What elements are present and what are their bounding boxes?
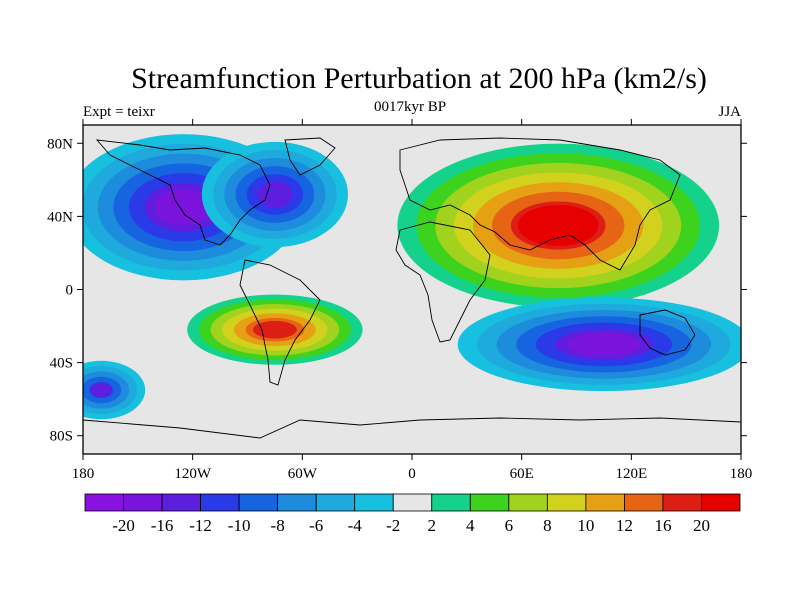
contour-core xyxy=(256,181,294,208)
coast-south-america xyxy=(239,259,321,386)
x-tick-label: 180 xyxy=(730,466,753,482)
field-feature-high xyxy=(397,143,720,308)
contour-core xyxy=(252,320,297,339)
x-tick-label: 180 xyxy=(72,466,95,482)
colorbar-swatch xyxy=(123,493,163,512)
y-tick-label: 80N xyxy=(47,136,73,152)
colorbar-swatch xyxy=(315,493,356,512)
colorbar-swatch xyxy=(200,493,240,512)
field-feature-high xyxy=(187,294,363,365)
colorbar-swatch xyxy=(354,493,394,512)
colorbar-label: 20 xyxy=(693,516,710,535)
colorbar-swatch xyxy=(469,493,510,512)
x-tick-label: 60E xyxy=(510,466,534,482)
colorbar-label: -8 xyxy=(271,516,285,535)
colorbar-label: 6 xyxy=(505,516,514,535)
colorbar-label: 12 xyxy=(616,516,633,535)
y-tick-label: 80S xyxy=(50,429,73,445)
coastlines xyxy=(83,137,741,439)
colorbar-swatch xyxy=(161,493,201,512)
colorbar-label: -20 xyxy=(112,516,135,535)
colorbar-label: -16 xyxy=(151,516,174,535)
x-tick-label: 120W xyxy=(174,466,212,482)
contour-core xyxy=(90,382,113,398)
contour-core xyxy=(518,205,599,246)
contour-core xyxy=(567,332,641,357)
field-feature-low xyxy=(83,360,146,420)
colorbar-label: 16 xyxy=(654,516,671,535)
coast-north-america xyxy=(95,139,271,246)
colorbar-label: -10 xyxy=(228,516,251,535)
colorbar-label: 10 xyxy=(577,516,594,535)
colorbar-swatch xyxy=(84,493,124,512)
field-feature-low xyxy=(457,297,741,392)
chart-title: Streamfunction Perturbation at 200 hPa (… xyxy=(131,62,707,95)
y-tick-label: 40N xyxy=(47,209,73,225)
x-tick-label: 60W xyxy=(288,466,318,482)
colorbar-swatch xyxy=(238,493,279,512)
coast-africa xyxy=(395,221,491,343)
y-tick-label: 40S xyxy=(50,356,73,372)
colorbar-swatch xyxy=(392,493,433,512)
colorbar-label: -12 xyxy=(189,516,212,535)
x-tick-label: 0 xyxy=(408,466,416,482)
y-tick-label: 0 xyxy=(66,283,74,299)
colorbar-swatch xyxy=(585,493,625,512)
map-plot xyxy=(82,124,742,455)
coast-antarctica xyxy=(83,417,741,439)
center-string: 0017kyr BP xyxy=(374,99,446,115)
x-tick-label: 120E xyxy=(615,466,647,482)
streamfunction-field xyxy=(83,125,741,454)
colorbar-swatch xyxy=(277,493,317,512)
colorbar-label: 8 xyxy=(543,516,552,535)
coast-greenland xyxy=(284,137,336,176)
contour-core xyxy=(154,188,213,226)
colorbar-swatch xyxy=(624,493,664,512)
colorbar-swatch xyxy=(701,493,741,512)
coast-australia xyxy=(639,309,696,356)
colorbar-swatch xyxy=(431,493,471,512)
colorbar-label: -4 xyxy=(348,516,363,535)
map-axes: 180 120W 60W 0 60E 120E 180 80N 40N 0 40S 80S xyxy=(47,119,752,482)
left-string: Expt = teixr xyxy=(83,104,155,120)
field-feature-low xyxy=(201,141,349,248)
colorbar-swatch xyxy=(508,493,548,512)
colorbar-label: -2 xyxy=(386,516,400,535)
colorbar-swatch xyxy=(662,493,702,512)
colorbar-swatch xyxy=(546,493,587,512)
colorbar-label: 2 xyxy=(428,516,437,535)
colorbar: -20 -16 -12 -10 -8 -6 -4 -2 2 4 6 8 10 12 16 20 xyxy=(84,493,741,535)
colorbar-label: 4 xyxy=(466,516,475,535)
coast-eurasia xyxy=(399,137,681,271)
right-string: JJA xyxy=(718,104,741,120)
colorbar-label: -6 xyxy=(309,516,323,535)
